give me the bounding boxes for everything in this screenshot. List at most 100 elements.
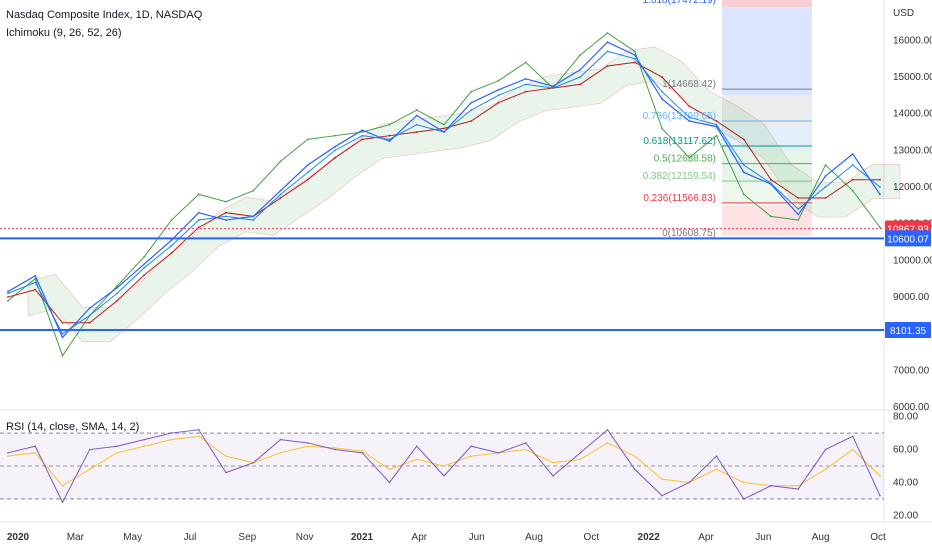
series-point (34, 288, 37, 291)
series-point (34, 281, 37, 284)
series-point (524, 83, 527, 86)
series-point (688, 156, 691, 159)
series-point (606, 50, 609, 53)
series-point (742, 164, 745, 166)
series-point (388, 138, 391, 141)
series-point (116, 286, 118, 289)
series-point (88, 321, 91, 324)
rsi-point (88, 448, 91, 451)
rsi-point (443, 465, 445, 467)
time-tick-label: Jun (469, 532, 485, 543)
series-point (524, 90, 527, 93)
series-point (497, 79, 500, 82)
rsi-point (579, 452, 582, 454)
series-point (661, 90, 663, 93)
time-tick-label: 2021 (351, 532, 374, 543)
rsi-point (334, 448, 336, 451)
series-point (443, 123, 445, 126)
rsi-tick-label: 20.00 (893, 510, 918, 521)
rsi-point (824, 468, 827, 471)
series-point (824, 164, 827, 166)
series-point (742, 171, 745, 174)
series-point (879, 226, 881, 229)
series-point (252, 189, 255, 192)
rsi-point (170, 432, 173, 434)
series-point (552, 85, 554, 88)
series-point (797, 208, 800, 210)
series-point (688, 120, 691, 122)
series-point (497, 88, 500, 91)
rsi-point (61, 501, 64, 504)
series-point (579, 83, 582, 86)
series-point (579, 54, 582, 56)
fib-labels: 1(14668.42) 0.786(13799.65) 0.618(13117.62… (643, 0, 716, 239)
series-point (143, 255, 146, 258)
series-point (851, 164, 854, 166)
ichimoku-cloud (27, 46, 901, 343)
rsi-point (170, 438, 173, 441)
series-point (61, 332, 64, 335)
rsi-point (742, 498, 745, 500)
series-point (824, 186, 827, 188)
series-point (306, 171, 309, 174)
time-tick-label: Jul (184, 532, 197, 543)
series-point (661, 127, 663, 130)
fib-level-label: 0.5(12638.58) (654, 154, 716, 165)
currency-label: USD (893, 8, 914, 19)
chart-title: Nasdaq Composite Index, 1D, NASDAQ (6, 9, 203, 21)
series-point (606, 65, 609, 67)
fib-level-label: 0.236(11566.83) (643, 193, 716, 204)
series-point (143, 266, 146, 269)
series-point (879, 186, 881, 188)
series-point (851, 153, 854, 155)
series-point (170, 239, 173, 242)
rsi-point (851, 448, 854, 451)
time-tick-label: Nov (296, 532, 314, 543)
price-tick-label: 15000.00 (893, 72, 932, 83)
rsi-tick-label: 60.00 (893, 445, 918, 456)
fib-level-label: 0.786(13799.65) (643, 111, 716, 122)
series-point (797, 197, 800, 199)
series-point (197, 193, 200, 196)
fib-zone-0236 (722, 206, 812, 236)
fib-level-label: 0.618(13117.62) (643, 136, 716, 147)
price-tick-label: 13000.00 (893, 145, 932, 156)
series-point (606, 32, 609, 34)
rsi-point (633, 468, 636, 471)
rsi-point (497, 452, 500, 454)
price-badge (885, 322, 931, 339)
series-point (415, 123, 418, 126)
series-point (715, 125, 718, 128)
rsi-point (770, 484, 772, 487)
series-point (279, 189, 282, 192)
series-point (143, 263, 146, 265)
series-point (7, 296, 9, 298)
fib-level-label: 1(14668.42) (662, 79, 716, 90)
series-point (797, 213, 800, 216)
time-tick-label: 2020 (7, 532, 30, 543)
price-badge-label: 8101.35 (890, 326, 927, 337)
series-point (116, 285, 118, 287)
rsi-point (306, 445, 309, 448)
series-point (388, 134, 391, 137)
series-point (334, 134, 336, 137)
rsi-point (306, 442, 309, 444)
rsi-point (116, 452, 118, 454)
series-point (197, 226, 200, 229)
rsi-point (688, 481, 691, 484)
series-point (470, 90, 473, 93)
series-point (143, 274, 146, 276)
series-point (797, 219, 800, 221)
series-point (497, 94, 500, 97)
series-point (334, 145, 336, 148)
rsi-point (279, 452, 282, 454)
series-point (443, 131, 445, 133)
series-point (497, 101, 500, 104)
series-point (7, 290, 9, 293)
price-badge-label: 10867.93 (887, 225, 929, 236)
rsi-point (606, 428, 609, 431)
series-point (415, 109, 418, 111)
